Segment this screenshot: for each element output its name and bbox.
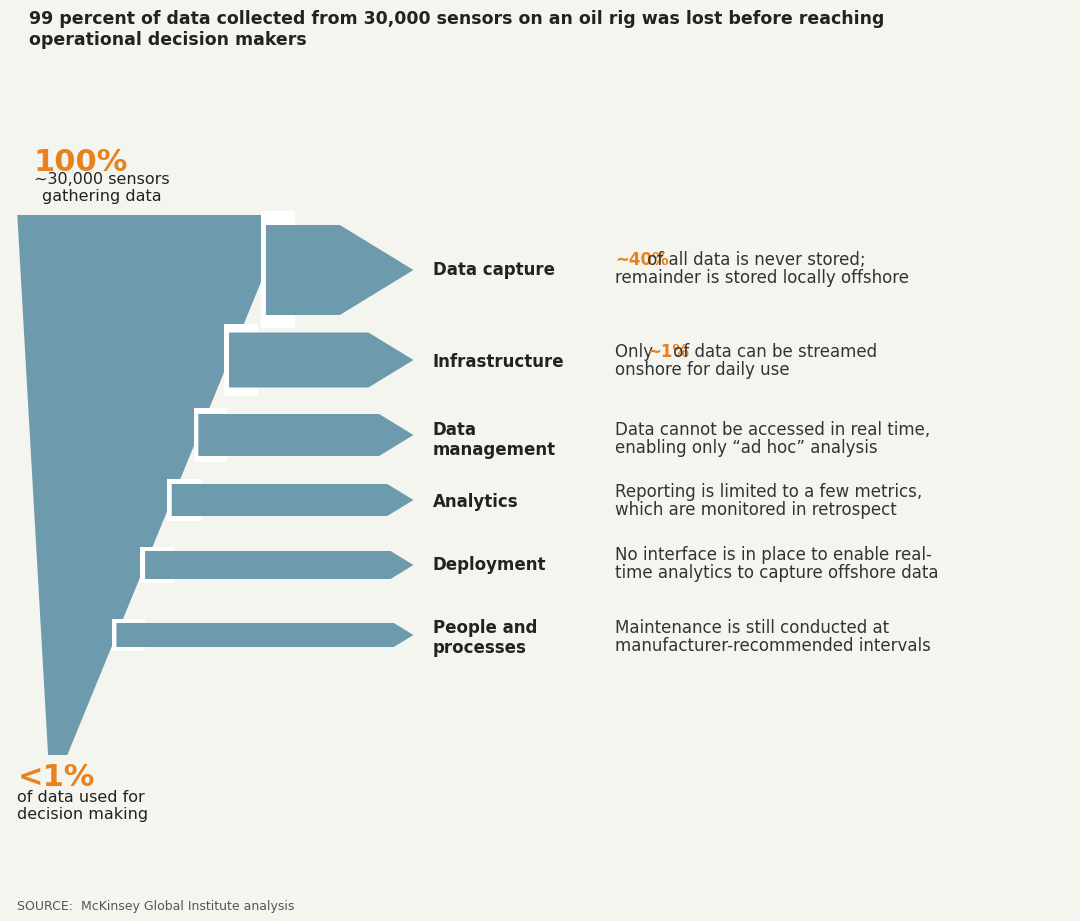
Text: Infrastructure: Infrastructure	[433, 353, 564, 371]
Text: remainder is stored locally offshore: remainder is stored locally offshore	[616, 269, 909, 287]
Text: Data
management: Data management	[433, 421, 556, 460]
Text: SOURCE:  McKinsey Global Institute analysis: SOURCE: McKinsey Global Institute analys…	[17, 900, 295, 913]
Text: ~1%: ~1%	[648, 344, 689, 361]
Polygon shape	[167, 479, 201, 520]
Polygon shape	[17, 215, 288, 755]
Text: Data capture: Data capture	[433, 261, 555, 279]
Text: of all data is never stored;: of all data is never stored;	[643, 251, 866, 269]
Polygon shape	[111, 620, 146, 650]
Polygon shape	[261, 212, 295, 329]
Text: Only: Only	[616, 344, 659, 361]
Text: People and
processes: People and processes	[433, 619, 537, 658]
Polygon shape	[266, 225, 414, 315]
Text: 99 percent of data collected from 30,000 sensors on an oil rig was lost before r: 99 percent of data collected from 30,000…	[29, 10, 885, 49]
Text: which are monitored in retrospect: which are monitored in retrospect	[616, 501, 897, 519]
Polygon shape	[229, 332, 414, 388]
Polygon shape	[225, 324, 258, 396]
Text: Reporting is limited to a few metrics,: Reporting is limited to a few metrics,	[616, 484, 922, 501]
Text: time analytics to capture offshore data: time analytics to capture offshore data	[616, 564, 939, 582]
Text: ~40%: ~40%	[616, 251, 669, 269]
Text: <1%: <1%	[17, 763, 95, 792]
Polygon shape	[145, 551, 414, 579]
Text: Data cannot be accessed in real time,: Data cannot be accessed in real time,	[616, 421, 931, 439]
Text: ~30,000 sensors
gathering data: ~30,000 sensors gathering data	[33, 172, 170, 204]
Text: enabling only “ad hoc” analysis: enabling only “ad hoc” analysis	[616, 439, 878, 457]
Text: of data used for
decision making: of data used for decision making	[17, 790, 148, 822]
Text: Deployment: Deployment	[433, 556, 546, 574]
Text: of data can be streamed: of data can be streamed	[667, 344, 877, 361]
Polygon shape	[172, 484, 414, 516]
Polygon shape	[117, 623, 414, 647]
Polygon shape	[193, 408, 227, 462]
Text: onshore for daily use: onshore for daily use	[616, 361, 789, 379]
Polygon shape	[199, 414, 414, 456]
Text: No interface is in place to enable real-: No interface is in place to enable real-	[616, 546, 932, 564]
Text: Analytics: Analytics	[433, 493, 518, 511]
Text: manufacturer-recommended intervals: manufacturer-recommended intervals	[616, 637, 931, 655]
Text: Maintenance is still conducted at: Maintenance is still conducted at	[616, 619, 890, 637]
Text: 100%: 100%	[33, 148, 129, 177]
Polygon shape	[140, 547, 174, 583]
